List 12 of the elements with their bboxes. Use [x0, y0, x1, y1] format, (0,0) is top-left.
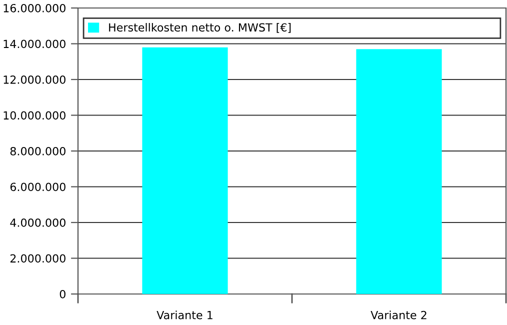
y-tick-label: 10.000.000: [4, 111, 66, 120]
legend-label: Herstellkosten netto o. MWST [€]: [109, 22, 291, 33]
y-tick-label: 0: [60, 290, 66, 298]
y-tick-label: 4.000.000: [10, 218, 66, 227]
x-tick-label: Variante 2: [370, 310, 426, 320]
y-tick-label: 12.000.000: [4, 75, 66, 84]
y-tick-label: 16.000.000: [4, 4, 66, 12]
x-tick-label: Variante 1: [156, 310, 212, 320]
y-tick-label: 6.000.000: [10, 182, 66, 192]
y-tick-label: 2.000.000: [10, 254, 66, 263]
y-tick-label: 8.000.000: [10, 146, 66, 156]
y-tick-label: 14.000.000: [4, 40, 66, 48]
